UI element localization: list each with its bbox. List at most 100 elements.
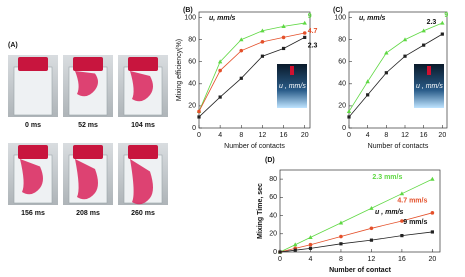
y-tick-label: 20 (338, 103, 346, 110)
marker (421, 28, 426, 33)
marker (260, 28, 265, 33)
chart: 0 20 40 60 80 100 0 4 8 12 16 20 Number of contacts M… (176, 7, 318, 150)
marker (303, 35, 307, 40)
marker (400, 234, 404, 238)
marker (430, 211, 435, 215)
marker (430, 176, 435, 181)
marker (365, 79, 370, 84)
marker (369, 205, 374, 210)
x-tick-label: 8 (239, 132, 243, 139)
x-tick-label: 0 (197, 132, 201, 139)
marker (369, 238, 374, 242)
series-label: 9 (444, 12, 448, 19)
series-line (279, 178, 433, 253)
series-label: 2.3 (427, 19, 437, 26)
marker (339, 242, 343, 246)
marker (384, 50, 389, 55)
red-cap (18, 145, 48, 159)
chart: 0 20 40 60 80 100 0 4 8 12 16 20 Number of contacts (… (333, 7, 448, 150)
y-tick-label: 0 (273, 249, 277, 256)
y-tick-label: 20 (269, 231, 277, 238)
marker (308, 246, 313, 250)
marker (440, 32, 444, 36)
marker (302, 31, 307, 35)
marker (278, 250, 282, 254)
marker (308, 242, 313, 247)
series-line (279, 231, 433, 253)
time-label: 52 ms (78, 122, 98, 129)
marker (338, 220, 344, 225)
marker (347, 115, 351, 119)
series-line (348, 22, 443, 112)
y-tick-label: 80 (269, 176, 277, 183)
marker (346, 109, 352, 114)
marker (217, 59, 223, 64)
x-axis-title: Number of contact (329, 267, 392, 274)
inset-label: u , mm/s (416, 83, 443, 90)
panel-label: (B) (183, 7, 193, 14)
y-tick-label: 40 (338, 81, 346, 88)
legend-title: u, mm/s (359, 15, 386, 22)
x-tick-label: 16 (420, 132, 428, 139)
y-tick-label: 80 (188, 36, 196, 43)
y-axis-title: Mixing efficiency(%) (176, 39, 183, 101)
series-line (198, 37, 305, 118)
series-line (198, 22, 305, 112)
series-label: 2.3 (308, 42, 318, 49)
inset-label: u , mm/s (279, 83, 306, 90)
red-cap (128, 57, 158, 71)
y-tick-label: 40 (269, 212, 277, 219)
red-cap (18, 57, 48, 71)
red-cap (128, 145, 158, 159)
marker (281, 24, 286, 28)
series-line (198, 32, 305, 112)
y-tick-label: 60 (188, 59, 196, 66)
legend-title: u , mm/s (375, 209, 404, 216)
x-tick-label: 20 (301, 132, 309, 139)
marker (440, 20, 445, 25)
marker (384, 71, 388, 75)
y-tick-label: 100 (334, 14, 346, 21)
time-label: 260 ms (131, 210, 155, 217)
marker (239, 37, 244, 42)
x-tick-label: 16 (398, 256, 406, 263)
x-tick-label: 4 (218, 132, 222, 139)
y-tick-label: 60 (269, 194, 277, 201)
chart: 0 20 40 60 80 0 4 8 12 16 20 Number of contact Mixin… (257, 157, 441, 274)
marker (281, 35, 286, 40)
time-label: 0 ms (25, 122, 41, 129)
x-tick-label: 4 (309, 256, 313, 263)
x-axis-title: Number of contacts (224, 143, 285, 150)
red-plume (130, 71, 153, 102)
marker (402, 37, 408, 42)
series-line (348, 33, 443, 118)
x-tick-label: 8 (384, 132, 388, 139)
x-axis-title: Number of contacts (368, 143, 429, 150)
marker (293, 248, 297, 252)
cup-wall (13, 66, 53, 116)
y-tick-label: 0 (342, 125, 346, 132)
red-cap (73, 145, 103, 159)
marker (399, 191, 405, 196)
marker (308, 235, 313, 240)
x-tick-label: 20 (438, 132, 446, 139)
inset-marker (427, 66, 431, 75)
red-plume (20, 159, 43, 195)
marker (369, 226, 374, 231)
marker (260, 40, 265, 44)
y-tick-label: 80 (338, 36, 346, 43)
x-tick-label: 0 (278, 256, 282, 263)
red-plume (75, 71, 98, 97)
plot-frame (198, 11, 311, 129)
x-tick-label: 8 (339, 256, 343, 263)
marker (197, 115, 201, 119)
x-tick-label: 12 (401, 132, 409, 139)
inset-marker (290, 66, 294, 75)
marker (430, 230, 434, 234)
y-tick-label: 0 (192, 125, 196, 132)
red-plume (130, 159, 153, 205)
marker (239, 76, 243, 80)
marker (400, 219, 404, 223)
red-cap (73, 57, 103, 71)
series-label: 9 (308, 13, 312, 20)
